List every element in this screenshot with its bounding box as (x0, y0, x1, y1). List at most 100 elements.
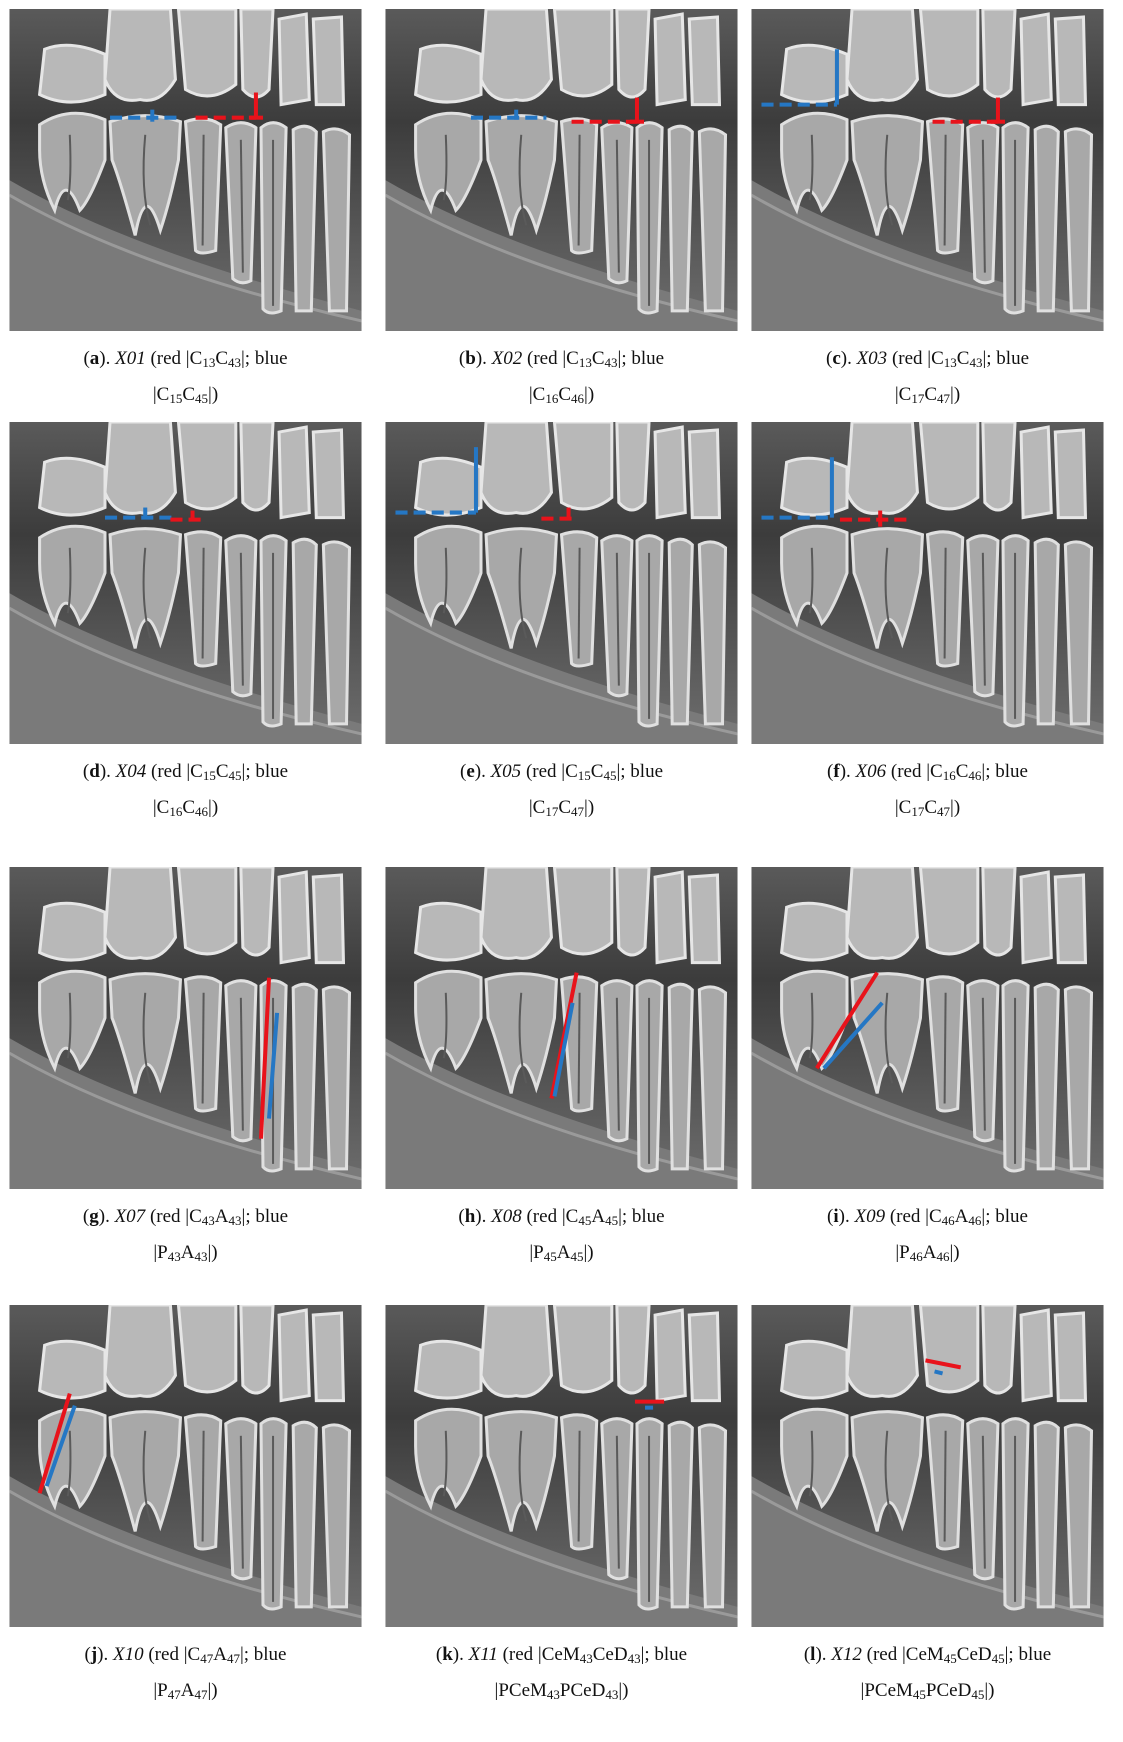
subscript: 45 (603, 768, 616, 783)
symbol: P (533, 1242, 544, 1263)
caption: (g). X07 (red |C43A43|; blue|P43A43|) (9, 1199, 362, 1271)
punct: |) (208, 384, 218, 405)
subscript: 17 (911, 391, 924, 406)
punct: ). (840, 761, 851, 782)
subscript: 45 (913, 1687, 926, 1702)
panel: (f). X06 (red |C16C46|; blue|C17C47|) (751, 422, 1104, 826)
xray-base (9, 422, 361, 744)
punct: |) (584, 797, 594, 818)
xray-image (385, 1305, 738, 1627)
subscript: 17 (911, 804, 924, 819)
blue-label: |; blue (981, 1206, 1028, 1227)
panel-code: X07 (115, 1206, 146, 1227)
panel: (e). X05 (red |C15C45|; blue|C17C47|) (385, 422, 738, 826)
subscript: 45 (195, 391, 208, 406)
red-label: (red | (521, 761, 565, 782)
symbol: C (215, 348, 228, 369)
symbol: CeD (593, 1644, 628, 1665)
caption: (j). X10 (red |C47A47|; blue|P47A47|) (9, 1637, 362, 1709)
symbol: C (190, 348, 203, 369)
red-label: (red | (146, 761, 190, 782)
subscript: 13 (579, 355, 592, 370)
subscript: 47 (937, 391, 950, 406)
red-label: (red | (885, 1206, 929, 1227)
subscript: 47 (200, 1651, 213, 1666)
caption: (f). X06 (red |C16C46|; blue|C17C47|) (751, 754, 1104, 826)
symbol: A (923, 1242, 937, 1263)
subscript: 43 (228, 355, 241, 370)
red-label: (red | (146, 348, 190, 369)
symbol: CeM (906, 1644, 944, 1665)
xray-image (9, 9, 362, 331)
xray-image (385, 867, 738, 1189)
panel-letter: b (465, 348, 476, 369)
blue-label: |; blue (641, 1644, 688, 1665)
xray-base (9, 1305, 361, 1627)
symbol: A (557, 1242, 571, 1263)
subscript: 43 (628, 1651, 641, 1666)
red-label: (red | (522, 1206, 566, 1227)
red-label: (red | (144, 1644, 188, 1665)
symbol: C (566, 1206, 579, 1227)
panel: (j). X10 (red |C47A47|; blue|P47A47|) (9, 1305, 362, 1709)
panel-letter: e (466, 761, 474, 782)
xray-image (9, 867, 362, 1189)
punct: ). (99, 348, 110, 369)
red-label: (red | (886, 761, 930, 782)
subscript: 46 (571, 391, 584, 406)
subscript: 47 (227, 1651, 240, 1666)
symbol: CeM (542, 1644, 580, 1665)
symbol: C (558, 797, 571, 818)
symbol: A (181, 1680, 195, 1701)
symbol: C (899, 384, 912, 405)
subscript: 43 (168, 1249, 181, 1264)
panel: (k). X11 (red |CeM43CeD43|; blue|PCeM43P… (385, 1305, 738, 1709)
caption: (a). X01 (red |C13C43|; blue|C15C45|) (9, 341, 362, 413)
punct: |) (949, 1242, 959, 1263)
xray-base (385, 1305, 737, 1627)
xray-base (9, 867, 361, 1189)
panel-letter: g (89, 1206, 99, 1227)
punct: ). (839, 1206, 850, 1227)
panel-letter: c (832, 348, 840, 369)
subscript: 16 (545, 391, 558, 406)
symbol: PCeM (498, 1680, 547, 1701)
caption: (h). X08 (red |C45A45|; blue|P45A45|) (385, 1199, 738, 1271)
blue-label: |; blue (242, 1206, 289, 1227)
subscript: 13 (944, 355, 957, 370)
subscript: 43 (202, 1213, 215, 1228)
punct: |) (618, 1680, 628, 1701)
caption: (l). X12 (red |CeM45CeD45|; blue|PCeM45P… (751, 1637, 1104, 1709)
subscript: 47 (571, 804, 584, 819)
caption: (b). X02 (red |C13C43|; blue|C16C46|) (385, 341, 738, 413)
punct: |) (207, 1680, 217, 1701)
subscript: 46 (910, 1249, 923, 1264)
subscript: 13 (202, 355, 215, 370)
panel-code: X11 (469, 1644, 498, 1665)
symbol: C (899, 797, 912, 818)
xray-image (385, 422, 738, 744)
xray-base (385, 9, 737, 331)
symbol: C (924, 384, 937, 405)
punct: |) (950, 797, 960, 818)
symbol: A (213, 1644, 227, 1665)
red-label: (red | (522, 348, 566, 369)
subscript: 46 (968, 768, 981, 783)
symbol: C (182, 384, 195, 405)
punct: ). (475, 761, 486, 782)
panel-code: X08 (491, 1206, 522, 1227)
symbol: PCeD (926, 1680, 971, 1701)
blue-label: |; blue (241, 348, 288, 369)
subscript: 45 (578, 1213, 591, 1228)
symbol: P (157, 1242, 168, 1263)
subscript: 47 (168, 1687, 181, 1702)
punct: ). (453, 1644, 464, 1665)
panel: (h). X08 (red |C45A45|; blue|P45A45|) (385, 867, 738, 1271)
subscript: 45 (944, 1651, 957, 1666)
symbol: C (565, 761, 578, 782)
panel-code: X12 (831, 1644, 862, 1665)
caption: (k). X11 (red |CeM43CeD43|; blue|PCeM43P… (385, 1637, 738, 1709)
blue-label: |; blue (242, 761, 289, 782)
symbol: P (899, 1242, 910, 1263)
subscript: 46 (936, 1249, 949, 1264)
